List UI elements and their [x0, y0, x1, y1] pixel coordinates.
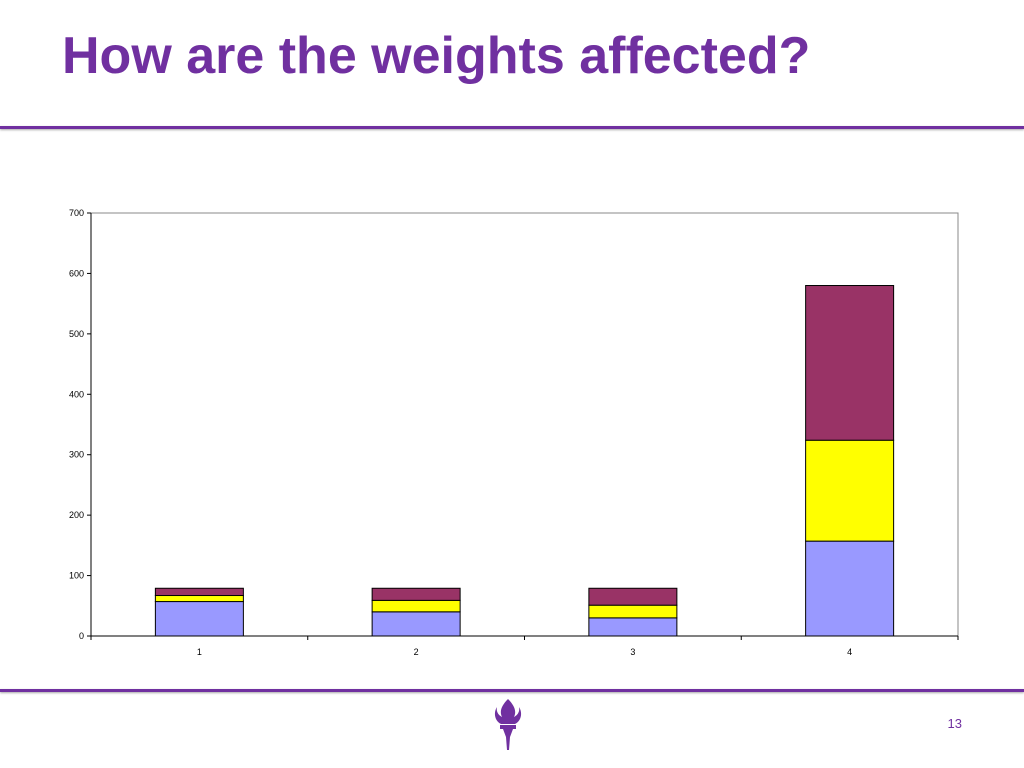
bar-segment: [588, 604, 678, 619]
bar-segment: [805, 285, 895, 441]
y-tick-label: 400: [69, 389, 84, 399]
y-tick-label: 500: [69, 329, 84, 339]
y-tick-label: 700: [69, 208, 84, 218]
x-tick-label: 4: [847, 647, 852, 657]
torch-icon: [494, 699, 522, 750]
bar-segment: [371, 599, 461, 613]
x-tick-label: 2: [414, 647, 419, 657]
page-number: 13: [947, 716, 962, 731]
title-divider: [0, 126, 1024, 129]
bar-segment: [805, 540, 895, 637]
y-tick-label: 600: [69, 268, 84, 278]
bar-segment: [371, 587, 461, 601]
bar-segment: [154, 595, 244, 603]
y-tick-label: 300: [69, 450, 84, 460]
slide-title: How are the weights affected?: [62, 27, 811, 85]
x-tick-label: 3: [630, 647, 635, 657]
x-tick-label: 1: [197, 647, 202, 657]
bar-segment: [805, 439, 895, 542]
footer-divider: [0, 689, 1024, 692]
bar-segment: [588, 617, 678, 637]
y-tick-label: 200: [69, 510, 84, 520]
y-tick-label: 0: [79, 631, 84, 641]
bar-segment: [154, 601, 244, 637]
bar-segment: [154, 587, 244, 597]
y-tick-label: 100: [69, 571, 84, 581]
bar-segment: [371, 611, 461, 637]
bar-segment: [588, 587, 678, 606]
